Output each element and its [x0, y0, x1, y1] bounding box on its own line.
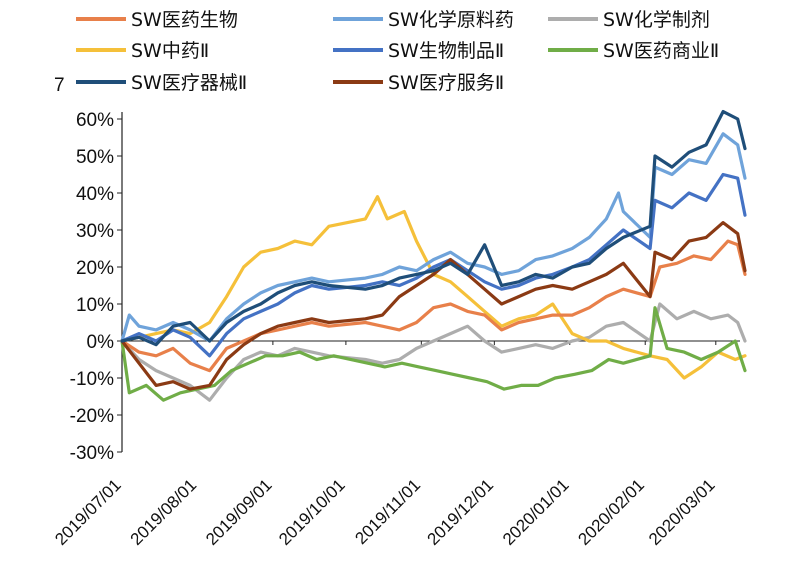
stray-label: 7	[54, 75, 65, 96]
y-tick-label: -20%	[70, 406, 114, 427]
y-tick-label: 0%	[87, 332, 115, 353]
series-line-3	[120, 302, 747, 402]
legend-label: SW化学原料药	[388, 9, 514, 31]
legend-label: SW中药Ⅱ	[131, 40, 209, 62]
series-line-1	[120, 239, 747, 373]
y-tick-label: 60%	[76, 110, 114, 131]
legend-label: SW医药生物	[131, 9, 238, 31]
series-line-8	[120, 221, 747, 391]
x-tick-label: 2020/02/01	[574, 475, 648, 549]
y-tick-label: -10%	[70, 369, 114, 390]
series-line-7	[120, 110, 747, 347]
legend-label: SW医疗服务Ⅱ	[388, 72, 504, 94]
y-tick-label: 10%	[76, 295, 114, 316]
y-tick-label: 30%	[76, 221, 114, 242]
series-lines	[120, 110, 747, 402]
legend-label: SW化学制剂	[603, 9, 710, 31]
x-tick-label: 2019/09/01	[202, 475, 276, 549]
y-tick-label: -30%	[70, 443, 114, 464]
y-tick-label: 50%	[76, 147, 114, 168]
series-line-6	[120, 306, 747, 402]
x-tick-label: 2019/11/01	[351, 475, 424, 548]
x-tick-label: 2019/12/01	[424, 475, 498, 549]
legend: SW医药生物 SW化学原料药 SW化学制剂 SW中药Ⅱ SW生物制品Ⅱ SW医药商业Ⅱ SW…	[76, 9, 719, 94]
y-tick-label: 40%	[76, 184, 114, 205]
x-tick-label: 2019/10/01	[275, 475, 349, 549]
x-tick-label: 2019/08/01	[127, 475, 201, 549]
legend-label: SW医疗器械Ⅱ	[131, 72, 247, 94]
y-tick-label: 20%	[76, 258, 114, 279]
x-tick-label: 2020/03/01	[645, 475, 719, 549]
x-tick-label: 2020/01/01	[499, 475, 573, 549]
legend-label: SW生物制品Ⅱ	[388, 40, 504, 62]
x-tick-label: 2019/07/01	[51, 475, 125, 549]
legend-label: SW医药商业Ⅱ	[603, 40, 719, 62]
